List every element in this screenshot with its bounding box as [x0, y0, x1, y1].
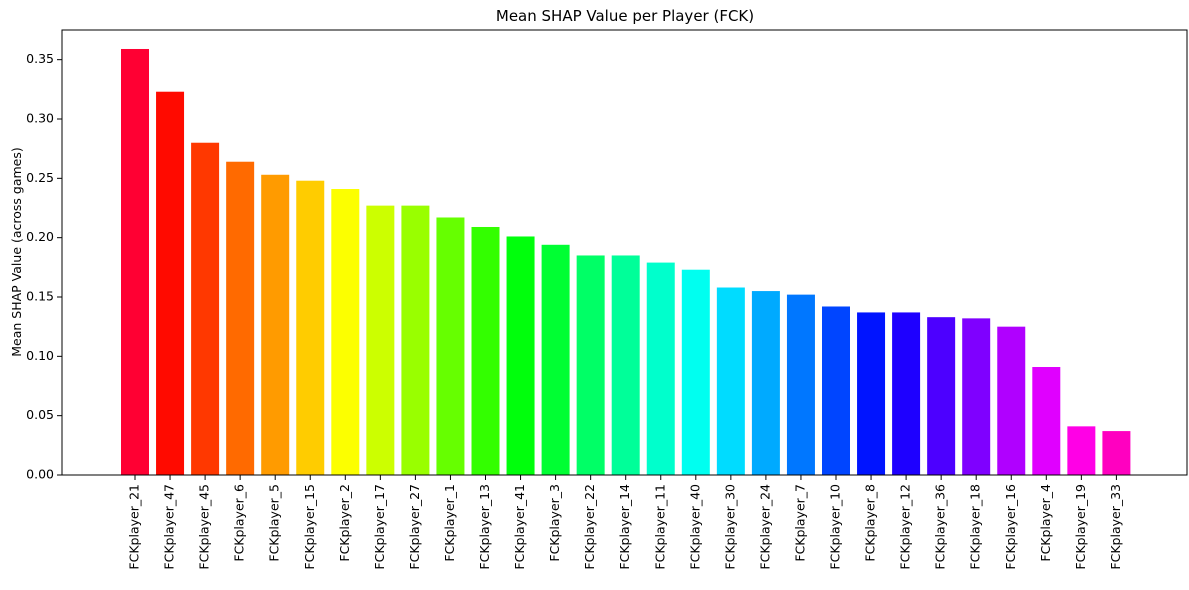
bar-FCKplayer_13 — [471, 226, 500, 475]
y-tick-label: 0.15 — [26, 289, 54, 304]
y-tick-label: 0.35 — [26, 51, 54, 66]
y-tick-label: 0.00 — [26, 467, 54, 482]
x-tick-label: FCKplayer_27 — [407, 484, 422, 570]
x-tick-label: FCKplayer_16 — [1003, 484, 1018, 570]
y-tick-label: 0.30 — [26, 111, 54, 126]
bar-FCKplayer_47 — [156, 91, 185, 476]
bar-FCKplayer_15 — [296, 180, 325, 475]
bar-FCKplayer_24 — [751, 291, 780, 475]
bar-FCKplayer_16 — [997, 326, 1026, 475]
x-tick-label: FCKplayer_8 — [863, 484, 878, 562]
bars-group — [121, 48, 1131, 476]
x-tick-label: FCKplayer_5 — [267, 484, 282, 562]
x-tick-label: FCKplayer_6 — [232, 484, 247, 562]
x-tick-label: FCKplayer_14 — [617, 484, 632, 570]
bar-FCKplayer_18 — [962, 318, 991, 475]
bar-FCKplayer_3 — [541, 244, 570, 475]
bar-FCKplayer_8 — [857, 312, 886, 475]
x-tick-label: FCKplayer_40 — [687, 484, 702, 570]
x-tick-label: FCKplayer_33 — [1108, 484, 1123, 570]
x-tick-label: FCKplayer_47 — [162, 484, 177, 570]
bar-FCKplayer_41 — [506, 236, 535, 475]
x-tick-label: FCKplayer_7 — [792, 484, 807, 562]
x-tick-label: FCKplayer_17 — [372, 484, 387, 570]
x-tick-label: FCKplayer_41 — [512, 484, 527, 570]
x-tick-label: FCKplayer_11 — [652, 484, 667, 570]
x-tick-label: FCKplayer_19 — [1073, 484, 1088, 570]
y-tick-label: 0.10 — [26, 348, 54, 363]
x-tick-label: FCKplayer_21 — [127, 484, 142, 570]
x-tick-label: FCKplayer_22 — [582, 484, 597, 570]
bar-FCKplayer_17 — [366, 205, 395, 475]
x-axis: FCKplayer_21 FCKplayer_47 FCKplayer_45 FCKp… — [127, 475, 1123, 570]
bar-FCKplayer_5 — [261, 174, 290, 475]
x-tick-label: FCKplayer_18 — [968, 484, 983, 570]
x-tick-label: FCKplayer_30 — [722, 484, 737, 570]
chart-title: Mean SHAP Value per Player (FCK) — [496, 7, 754, 25]
x-tick-label: FCKplayer_45 — [197, 484, 212, 570]
x-tick-label: FCKplayer_10 — [828, 484, 843, 570]
bar-FCKplayer_40 — [681, 269, 710, 475]
x-tick-label: FCKplayer_4 — [1038, 484, 1053, 562]
bar-FCKplayer_45 — [191, 142, 220, 476]
bar-FCKplayer_14 — [611, 255, 640, 475]
bar-FCKplayer_19 — [1067, 426, 1096, 475]
x-tick-label: FCKplayer_36 — [933, 484, 948, 570]
x-tick-label: FCKplayer_3 — [547, 484, 562, 562]
x-tick-label: FCKplayer_13 — [477, 484, 492, 570]
x-tick-label: FCKplayer_2 — [337, 484, 352, 562]
y-tick-label: 0.05 — [26, 407, 54, 422]
bar-FCKplayer_22 — [576, 255, 605, 475]
y-axis-label: Mean SHAP Value (across games) — [9, 147, 24, 357]
bar-FCKplayer_7 — [786, 294, 815, 475]
bar-FCKplayer_1 — [436, 217, 465, 476]
bar-FCKplayer_6 — [226, 161, 255, 475]
bar-FCKplayer_4 — [1032, 367, 1061, 475]
bar-FCKplayer_36 — [927, 317, 956, 475]
plot-frame — [61, 29, 1188, 476]
x-tick-label: FCKplayer_24 — [757, 484, 772, 570]
y-tick-label: 0.20 — [26, 229, 54, 244]
x-tick-label: FCKplayer_15 — [302, 484, 317, 570]
bar-FCKplayer_11 — [646, 262, 675, 475]
bar-FCKplayer_21 — [121, 48, 149, 476]
bar-FCKplayer_10 — [822, 306, 850, 475]
x-tick-label: FCKplayer_12 — [898, 484, 913, 570]
bar-FCKplayer_27 — [401, 205, 430, 475]
bar-FCKplayer_30 — [716, 287, 745, 475]
x-tick-label: FCKplayer_1 — [442, 484, 457, 562]
y-tick-label: 0.25 — [26, 170, 54, 185]
bar-FCKplayer_33 — [1102, 431, 1131, 475]
bar-FCKplayer_12 — [892, 312, 921, 475]
bar-FCKplayer_2 — [331, 189, 360, 475]
y-axis: 0.00 0.05 0.10 0.15 0.20 0.25 0.30 0.35 — [26, 51, 62, 482]
